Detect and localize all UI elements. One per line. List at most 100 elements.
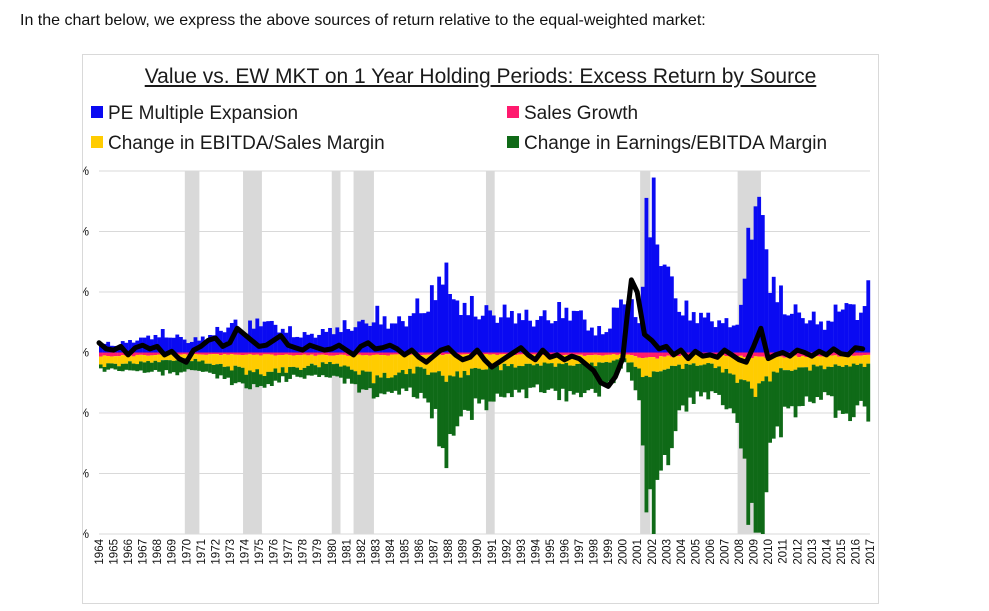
bar-sales: [797, 352, 802, 358]
bar-sales: [615, 352, 620, 355]
bar-pe: [488, 310, 492, 353]
bar-earnings: [600, 362, 605, 385]
bar-sales: [659, 352, 663, 357]
bar-ebitda: [393, 354, 398, 376]
bar-earnings: [397, 372, 402, 395]
bar-pe: [851, 304, 856, 353]
x-tick-label: 2001: [632, 539, 644, 565]
bar-pe: [728, 327, 732, 353]
bar-ebitda: [248, 354, 252, 371]
x-tick-label: 1981: [341, 539, 353, 565]
bar-pe: [826, 320, 831, 353]
bar-earnings: [826, 366, 831, 396]
bar-pe: [633, 317, 638, 353]
bar-earnings: [135, 364, 140, 372]
bar-ebitda: [382, 355, 387, 373]
bar-pe: [520, 320, 525, 353]
bar-pe: [99, 343, 103, 353]
bar-pe: [684, 300, 689, 353]
bar-ebitda: [328, 355, 332, 363]
bar-pe: [168, 337, 172, 353]
bar-sales: [549, 352, 554, 356]
bar-ebitda: [164, 355, 169, 361]
bar-earnings: [564, 362, 569, 402]
bar-pe: [680, 315, 685, 353]
bar-earnings: [175, 360, 180, 376]
bar-ebitda: [288, 354, 292, 368]
bar-pe: [426, 311, 431, 353]
bar-ebitda: [746, 356, 751, 382]
y-tick-label: -100%: [83, 467, 89, 481]
bar-pe: [662, 264, 667, 353]
bar-sales: [284, 352, 289, 355]
bar-earnings: [233, 365, 238, 384]
bar-earnings: [495, 365, 500, 394]
bar-pe: [837, 311, 842, 353]
bar-sales: [120, 352, 125, 356]
bar-earnings: [779, 368, 783, 438]
bar-sales: [375, 352, 380, 355]
bar-earnings: [342, 365, 347, 384]
bar-earnings: [280, 367, 285, 377]
legend-swatch-sales: [507, 106, 519, 118]
bar-sales: [637, 352, 642, 358]
bar-sales: [211, 352, 216, 355]
bar-pe: [789, 313, 794, 353]
bar-earnings: [404, 374, 409, 392]
bar-pe: [844, 303, 849, 353]
bar-ebitda: [720, 355, 725, 373]
bar-pe: [404, 326, 409, 353]
bar-earnings: [808, 370, 812, 402]
bar-ebitda: [655, 358, 660, 372]
bar-earnings: [793, 369, 798, 418]
bar-ebitda: [397, 354, 402, 373]
bar-pe: [568, 320, 572, 353]
bar-earnings: [680, 368, 685, 406]
bar-earnings: [262, 375, 267, 388]
bar-earnings: [419, 367, 423, 393]
bar-earnings: [575, 363, 580, 393]
bar-sales: [582, 352, 587, 356]
bar-sales: [586, 352, 591, 356]
bar-earnings: [429, 372, 434, 419]
bar-sales: [368, 352, 372, 356]
bar-pe: [564, 307, 569, 353]
bar-ebitda: [793, 355, 798, 370]
bar-pe: [469, 295, 474, 353]
bar-sales: [233, 352, 238, 355]
bar-pe: [499, 317, 503, 353]
bar-pe: [440, 284, 445, 353]
bar-sales: [182, 352, 187, 355]
bar-earnings: [782, 370, 787, 407]
bar-pe: [269, 320, 274, 353]
bar-ebitda: [302, 354, 307, 368]
bar-pe: [353, 327, 358, 353]
bar-sales: [109, 352, 114, 357]
bar-earnings: [629, 362, 634, 381]
bar-pe: [342, 320, 347, 353]
bar-sales: [139, 352, 143, 355]
bar-ebitda: [542, 355, 547, 363]
bar-ebitda: [713, 354, 718, 369]
bar-pe: [739, 304, 743, 353]
bar-sales: [608, 352, 612, 355]
bar-earnings: [786, 370, 791, 409]
x-tick-label: 1969: [167, 539, 179, 565]
x-tick-label: 2006: [705, 539, 717, 565]
bar-sales: [655, 352, 660, 359]
bar-earnings: [335, 363, 340, 377]
bar-pe: [582, 319, 587, 353]
bar-pe: [782, 314, 787, 353]
bar-pe: [691, 312, 696, 353]
bar-ebitda: [520, 354, 525, 367]
bar-pe: [419, 313, 423, 353]
bar-pe: [866, 280, 871, 353]
bar-ebitda: [844, 355, 849, 366]
bar-pe: [320, 329, 325, 353]
bar-ebitda: [404, 354, 409, 375]
x-tick-label: 2002: [647, 539, 659, 565]
bar-ebitda: [800, 355, 805, 368]
bar-earnings: [797, 367, 802, 407]
bar-earnings: [291, 366, 296, 375]
bar-pe: [240, 331, 245, 353]
